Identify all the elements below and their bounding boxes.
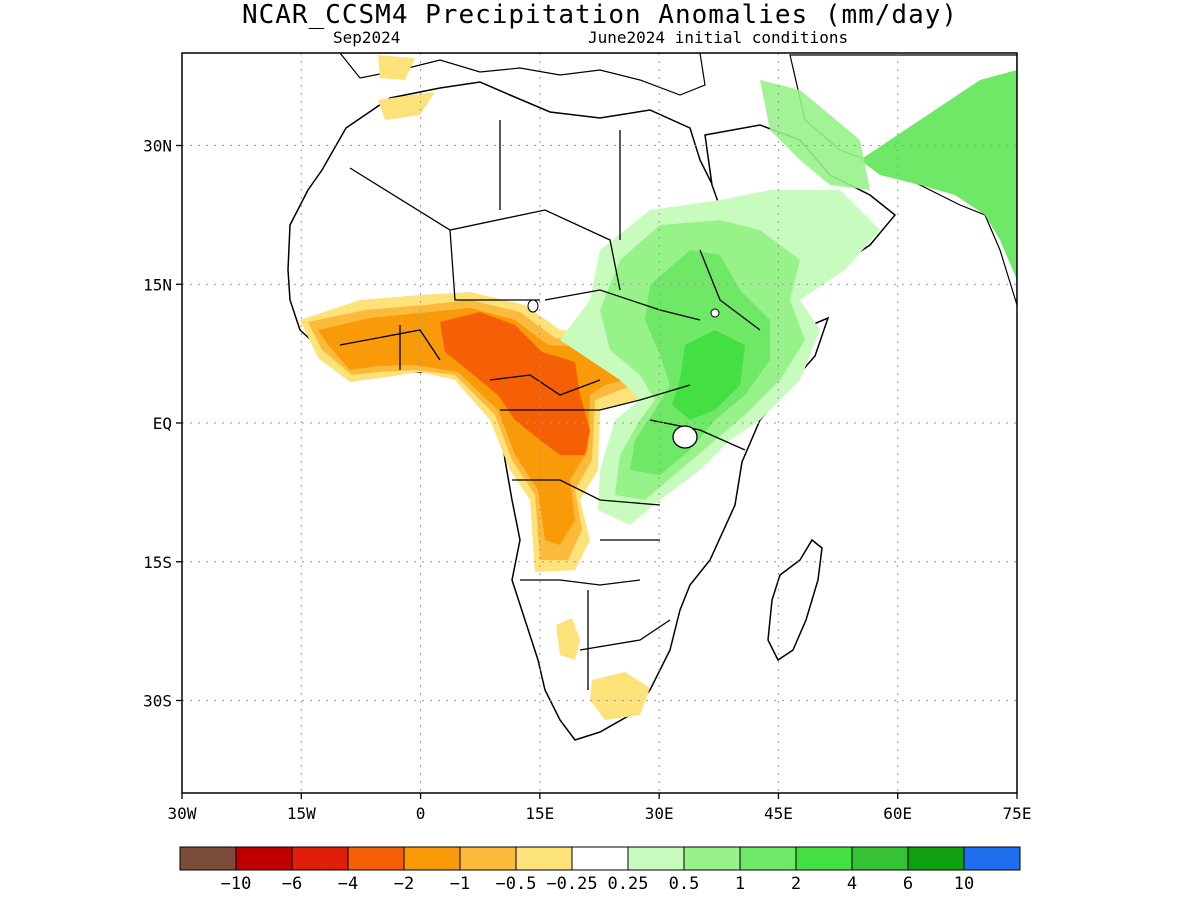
colorbar-swatch — [459, 846, 517, 871]
lake-chad — [527, 299, 539, 313]
colorbar-label: 0.5 — [669, 874, 700, 894]
colorbar-swatch — [907, 846, 965, 871]
wet-anomaly-southasia-light — [760, 80, 870, 190]
colorbar-label: 10 — [954, 874, 974, 894]
wet-anomaly-peak-eastafrica — [672, 330, 745, 420]
colorbar-label: −10 — [221, 874, 252, 894]
x-tick-label: 30W — [168, 804, 197, 823]
dry-anomaly-europe — [378, 55, 415, 80]
map-title: NCAR_CCSM4 Precipitation Anomalies (mm/d… — [241, 0, 959, 30]
y-tick-label: 30N — [143, 137, 172, 156]
country-borders — [339, 120, 761, 690]
colorbar-swatch — [571, 846, 629, 871]
dry-anomaly-morocco — [378, 92, 435, 120]
x-tick-label: 75E — [1003, 804, 1032, 823]
target-month-label: Sep2024 — [333, 28, 401, 47]
colorbar-label: −1 — [450, 874, 470, 894]
dry-anomaly-severe-central — [440, 312, 590, 455]
colorbar-swatch — [851, 846, 909, 871]
lake-tana — [710, 308, 720, 318]
colorbar-label: 1 — [735, 874, 745, 894]
y-tick-label: 30S — [143, 692, 172, 711]
colorbar: −10 −6 −4 −2 −1 −0.5 −0.25 0.25 0.5 1 2 4 6 10 — [179, 846, 1021, 894]
colorbar-swatch — [235, 846, 293, 871]
initial-conditions-label: June2024 initial conditions — [588, 28, 849, 47]
colorbar-label: −4 — [338, 874, 358, 894]
axis-ticks: 30W 15W 0 15E 30E 45E 60E 75E 30N 15N EQ 15S 30S — [143, 137, 1031, 824]
x-tick-label: 30E — [645, 804, 674, 823]
colorbar-swatch — [627, 846, 685, 871]
wet-anomaly-southasia — [860, 70, 1017, 280]
dry-anomaly-namibia — [556, 618, 580, 660]
dry-anomaly-southern-africa — [590, 672, 650, 720]
colorbar-label: −0.5 — [496, 874, 537, 894]
colorbar-label: 0.25 — [608, 874, 649, 894]
map-plot-area — [287, 53, 1017, 741]
colorbar-swatch — [963, 846, 1021, 871]
colorbar-label: −6 — [282, 874, 302, 894]
colorbar-swatch — [179, 846, 237, 871]
colorbar-label: 4 — [847, 874, 857, 894]
colorbar-swatch — [515, 846, 573, 871]
lake-victoria — [672, 425, 698, 449]
colorbar-swatch — [291, 846, 349, 871]
y-tick-label: EQ — [153, 414, 172, 433]
colorbar-label: −2 — [394, 874, 414, 894]
x-tick-label: 0 — [416, 804, 426, 823]
x-tick-label: 60E — [883, 804, 912, 823]
colorbar-swatch — [795, 846, 853, 871]
gridlines — [182, 53, 1017, 793]
colorbar-label: −0.25 — [546, 874, 597, 894]
colorbar-swatch — [347, 846, 405, 871]
madagascar — [767, 538, 823, 662]
x-tick-label: 45E — [764, 804, 793, 823]
colorbar-label: 6 — [903, 874, 913, 894]
colorbar-swatch — [683, 846, 741, 871]
colorbar-swatch — [403, 846, 461, 871]
colorbar-swatch — [739, 846, 797, 871]
x-tick-label: 15W — [287, 804, 316, 823]
y-tick-label: 15S — [143, 553, 172, 572]
colorbar-label: 2 — [791, 874, 801, 894]
y-tick-label: 15N — [143, 275, 172, 294]
x-tick-label: 15E — [525, 804, 554, 823]
